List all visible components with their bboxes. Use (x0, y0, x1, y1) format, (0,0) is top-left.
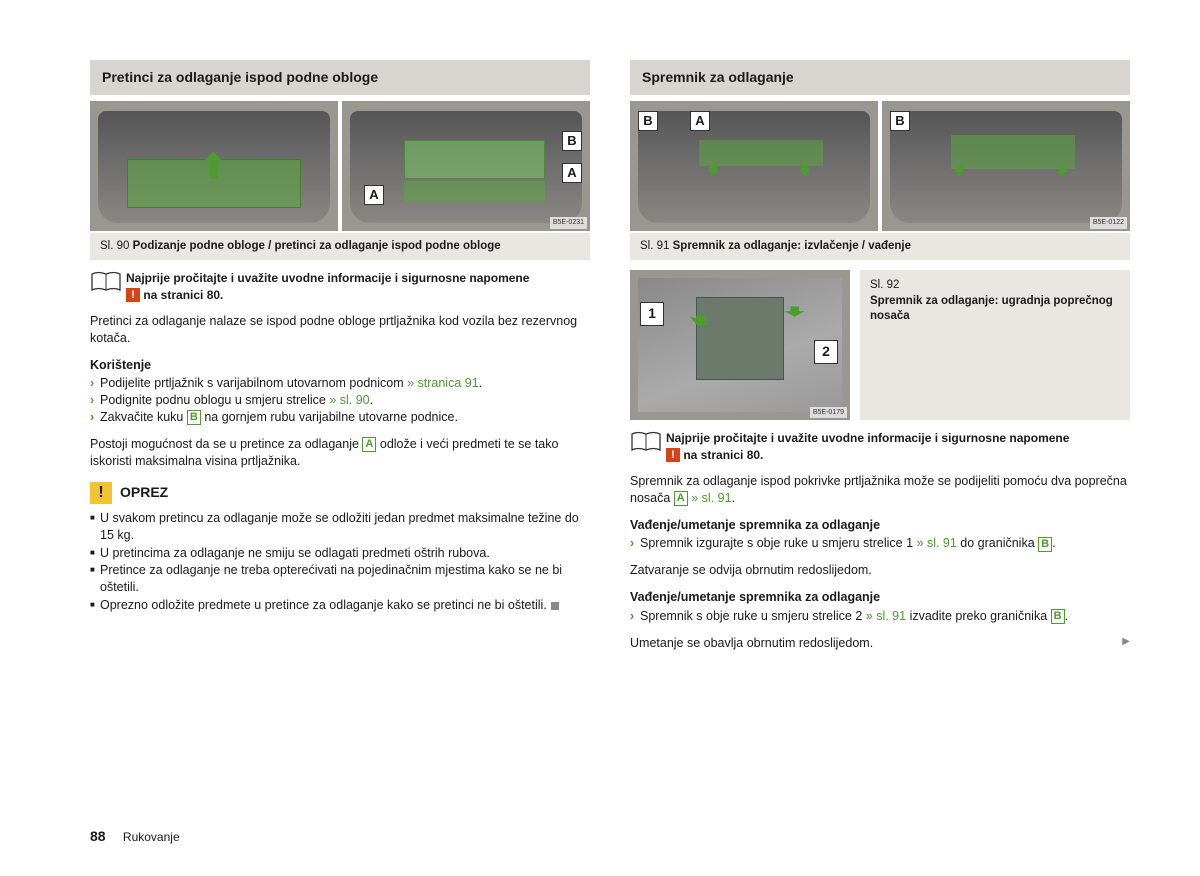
figure-91-right: B ➧ ➧ B5E-0122 (882, 101, 1130, 231)
book-icon (90, 270, 122, 294)
callout-a: A (690, 111, 710, 131)
caption-text: Spremnik za odlaganje: ugradnja poprečno… (870, 295, 1113, 323)
caution-item: Pretince za odlaganje ne treba opterećiv… (90, 562, 590, 596)
section-end-icon (551, 602, 559, 610)
callout-a: A (562, 163, 582, 183)
right-column: Spremnik za odlaganje B A ➧ ➧ B ➧ ➧ B5E-… (630, 60, 1130, 662)
callout-b: B (638, 111, 658, 131)
figure-90: ⬆ B A A B5E-0231 (90, 101, 590, 231)
figure-id: B5E-0179 (810, 407, 847, 418)
figure-91-caption: Sl. 91 Spremnik za odlaganje: izvlačenje… (630, 233, 1130, 261)
intro-right: Spremnik za odlaganje ispod pokrivke prt… (630, 473, 1130, 507)
caption-text: Podizanje podne obloge / pretinci za odl… (133, 240, 501, 252)
figure-92-caption: Sl. 92 Spremnik za odlaganje: ugradnja p… (860, 270, 1130, 420)
figure-91-left: B A ➧ ➧ (630, 101, 878, 231)
sec2-step: Spremnik s obje ruke u smjeru strelice 2… (630, 608, 1130, 625)
read-first-notice: Najprije pročitajte i uvažite uvodne inf… (90, 270, 590, 302)
section-header-left: Pretinci za odlaganje ispod podne obloge (90, 60, 590, 95)
usage-steps: Podijelite prtljažnik s varijabilnom uto… (90, 375, 590, 426)
sec1-after: Zatvaranje se odvija obrnutim redoslijed… (630, 562, 1130, 579)
caption-label: Sl. 91 (640, 240, 669, 252)
use-heading: Korištenje (90, 357, 590, 374)
sec1-step: Spremnik izgurajte s obje ruke u smjeru … (630, 535, 1130, 552)
read-first-text: Najprije pročitajte i uvažite uvodne inf… (126, 270, 590, 302)
figure-92-row: 1 2 ➧ ➧ B5E-0179 Sl. 92 Spremnik za odla… (630, 270, 1130, 420)
caution-item: U svakom pretincu za odlaganje može se o… (90, 510, 590, 544)
caution-title: OPREZ (120, 483, 168, 502)
callout-a2: A (364, 185, 384, 205)
sec1-steps: Spremnik izgurajte s obje ruke u smjeru … (630, 535, 1130, 552)
callout-1: 1 (640, 302, 664, 326)
left-column: Pretinci za odlaganje ispod podne obloge… (90, 60, 590, 662)
caution-icon: ! (90, 482, 112, 504)
caption-label: Sl. 92 (870, 278, 1120, 294)
caution-heading: ! OPREZ (90, 482, 590, 504)
callout-b: B (562, 131, 582, 151)
callout-2: 2 (814, 340, 838, 364)
intro-text: Pretinci za odlaganje nalaze se ispod po… (90, 313, 590, 347)
section-name: Rukovanje (123, 830, 180, 844)
sec2-steps: Spremnik s obje ruke u smjeru strelice 2… (630, 608, 1130, 625)
figure-id: B5E-0231 (550, 217, 587, 228)
caption-text: Spremnik za odlaganje: izvlačenje / vađe… (673, 240, 911, 252)
figure-91: B A ➧ ➧ B ➧ ➧ B5E-0122 (630, 101, 1130, 231)
step-3: Zakvačite kuku B na gornjem rubu varijab… (90, 409, 590, 426)
figure-90-left: ⬆ (90, 101, 338, 231)
sec2-heading: Vađenje/umetanje spremnika za odlaganje (630, 589, 1130, 606)
figure-id: B5E-0122 (1090, 217, 1127, 228)
figure-90-right: B A A B5E-0231 (342, 101, 590, 231)
caution-item: Oprezno odložite predmete u pretince za … (90, 597, 590, 614)
caution-box: ! OPREZ U svakom pretincu za odlaganje m… (90, 482, 590, 614)
figure-90-caption: Sl. 90 Podizanje podne obloge / pretinci… (90, 233, 590, 261)
step-2: Podignite podnu oblogu u smjeru strelice… (90, 392, 590, 409)
callout-b: B (890, 111, 910, 131)
caption-label: Sl. 90 (100, 240, 129, 252)
warning-icon: ! (666, 448, 680, 462)
warning-icon: ! (126, 288, 140, 302)
read-first-notice: Najprije pročitajte i uvažite uvodne inf… (630, 430, 1130, 462)
page-footer: 88 Rukovanje (90, 827, 180, 846)
page: Pretinci za odlaganje ispod podne obloge… (90, 60, 1130, 662)
book-icon (630, 430, 662, 454)
step-1: Podijelite prtljažnik s varijabilnom uto… (90, 375, 590, 392)
section-header-right: Spremnik za odlaganje (630, 60, 1130, 95)
figure-92: 1 2 ➧ ➧ B5E-0179 (630, 270, 850, 420)
page-number: 88 (90, 828, 106, 844)
continue-icon: ▶ (1122, 635, 1130, 649)
after-steps: Postoji mogućnost da se u pretince za od… (90, 436, 590, 470)
arrow-up-icon: ⬆ (199, 145, 228, 191)
caution-list: U svakom pretincu za odlaganje može se o… (90, 510, 590, 614)
arrow-icon: ➧ (778, 301, 813, 323)
read-first-text: Najprije pročitajte i uvažite uvodne inf… (666, 430, 1130, 462)
sec2-after: Umetanje se obavlja obrnutim redoslijedo… (630, 635, 1130, 652)
caution-item: U pretincima za odlaganje ne smiju se od… (90, 545, 590, 562)
sec1-heading: Vađenje/umetanje spremnika za odlaganje (630, 517, 1130, 534)
